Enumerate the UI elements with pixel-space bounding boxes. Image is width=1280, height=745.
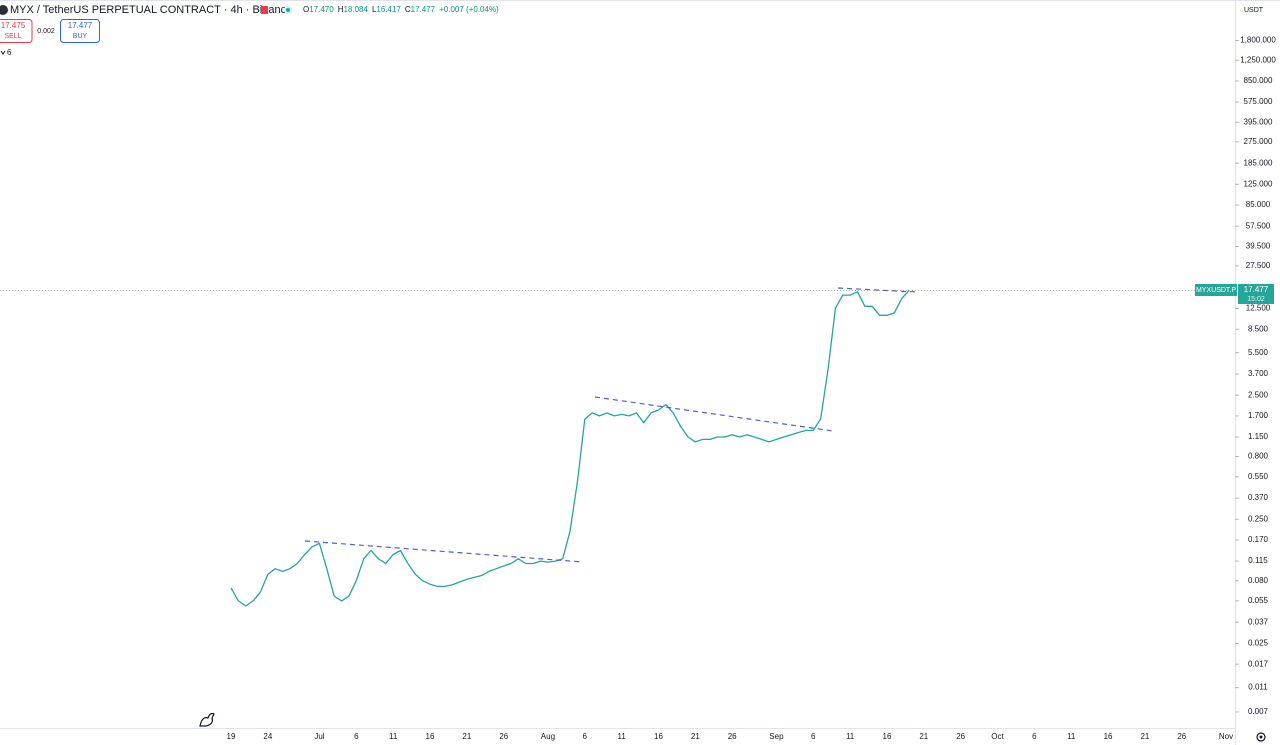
x-tick-label: 21 (691, 732, 700, 741)
y-tick-label: 0.025 (1248, 638, 1269, 647)
x-tick-label: 11 (846, 732, 855, 741)
y-tick-label: 185.000 (1244, 158, 1273, 167)
symbol-tag (1195, 284, 1237, 296)
y-tick-label: 0.011 (1248, 683, 1268, 692)
ohlc-label: O (303, 5, 309, 14)
y-tick-label: 395.000 (1244, 117, 1273, 126)
y-tick-label: 0.550 (1248, 472, 1269, 481)
ohlc-change: +0.007 (+0.04%) (439, 5, 499, 14)
x-tick-label: 11 (617, 732, 626, 741)
ohlc-value: 18.084 (343, 5, 368, 14)
trendline[interactable] (594, 396, 834, 432)
y-tick-label: 125.000 (1244, 179, 1273, 188)
buy-price: 17.477 (68, 21, 93, 30)
y-tick-label: 3.700 (1248, 369, 1269, 378)
y-tick-label: 27.500 (1246, 261, 1271, 270)
plot-area (0, 289, 1235, 607)
x-tick-label: 26 (499, 732, 508, 741)
indicators-toggle[interactable] (0, 50, 6, 55)
y-tick-label: 850.000 (1244, 76, 1273, 85)
x-tick-label: 6 (583, 732, 588, 741)
buy-button[interactable] (60, 19, 100, 43)
x-tick-label: 6 (354, 732, 359, 741)
price-tag-countdown: 15:02 (1247, 296, 1265, 303)
x-tick-label: 26 (1177, 732, 1186, 741)
x-tick-label: Sep (769, 732, 784, 741)
x-tick-label: Aug (541, 732, 555, 741)
sell-label: SELL (4, 33, 21, 40)
sell-button[interactable] (0, 19, 33, 43)
y-tick-label: 57.500 (1246, 221, 1271, 230)
y-tick-label: 5.500 (1248, 348, 1269, 357)
x-tick-label: 16 (654, 732, 663, 741)
buy-label: BUY (73, 33, 88, 40)
x-tick-label: 16 (1104, 732, 1113, 741)
price-tag (1238, 284, 1274, 304)
x-tick-label: 24 (263, 732, 272, 741)
settings-icon-core (1259, 735, 1263, 739)
trendline[interactable] (837, 287, 917, 293)
x-tick-label: 6 (811, 732, 816, 741)
y-tick-label: 0.800 (1248, 452, 1269, 461)
y-tick-label: 575.000 (1244, 97, 1273, 106)
x-tick-label: 26 (728, 732, 737, 741)
x-tick-label: Jul (314, 732, 324, 741)
y-tick-label: 85.000 (1246, 200, 1271, 209)
logo-icon[interactable] (199, 712, 215, 727)
price-tag-value: 17.477 (1244, 285, 1269, 294)
y-tick-label: 2.500 (1248, 390, 1269, 399)
y-tick-label: 0.017 (1248, 659, 1269, 668)
y-tick-label: 1,800.000 (1240, 36, 1276, 45)
y-tick-label: 0.170 (1248, 535, 1269, 544)
ohlc-label: L (372, 5, 377, 14)
x-tick-label: 16 (883, 732, 892, 741)
y-tick-label: 39.500 (1246, 242, 1271, 251)
y-tick-label: 0.007 (1248, 707, 1269, 716)
sell-price: 17.475 (1, 21, 26, 30)
currency[interactable]: USDT (1244, 7, 1264, 14)
y-tick-label: 12.500 (1246, 304, 1271, 313)
y-tick-label: 275.000 (1244, 137, 1273, 146)
status-dot (286, 8, 290, 12)
symbol-title[interactable]: MYX / TetherUS PERPETUAL CONTRACT · 4h ·… (10, 4, 292, 16)
x-tick-label: 11 (389, 732, 398, 741)
symbol-logo[interactable] (0, 5, 8, 15)
x-tick-label: 16 (426, 732, 435, 741)
y-tick-label: 1.150 (1248, 432, 1269, 441)
ohlc-label: H (338, 5, 344, 14)
y-tick-label: 0.055 (1248, 596, 1269, 605)
y-tick-label: 0.115 (1248, 556, 1268, 565)
y-tick-label: 0.370 (1248, 493, 1269, 502)
y-tick-label: 1,250.000 (1240, 55, 1276, 64)
x-tick-label: 21 (462, 732, 471, 741)
ohlc-values: O17.470 H18.084 L16.417 C17.477 +0.007 (+0.0… (303, 5, 499, 14)
x-tick-label: 21 (919, 732, 928, 741)
y-tick-label: 0.250 (1248, 514, 1269, 523)
spread: 0.002 (37, 28, 55, 35)
symbol-tag-text: MYXUSDT.P (1196, 287, 1236, 294)
x-tick-label: Nov (1219, 732, 1233, 741)
ohlc-label: C (405, 5, 411, 14)
flag-icon[interactable] (261, 6, 268, 14)
y-tick-label: 0.080 (1248, 576, 1269, 585)
y-tick-label: 1.700 (1248, 411, 1269, 420)
price-line (230, 289, 910, 607)
x-tick-label: 6 (1032, 732, 1037, 741)
indicator-count[interactable]: 6 (7, 48, 12, 57)
x-tick-label: 26 (956, 732, 965, 741)
y-tick-label: 8.500 (1248, 324, 1269, 333)
x-tick-label: Oct (991, 732, 1004, 741)
x-tick-label: 21 (1140, 732, 1149, 741)
y-tick-label: 0.037 (1248, 617, 1269, 626)
trendline[interactable] (304, 540, 584, 563)
x-tick-label: 19 (227, 732, 236, 741)
trendlines (304, 287, 917, 563)
settings-icon[interactable] (1256, 732, 1266, 742)
ohlc-value: 17.470 (309, 5, 334, 14)
ohlc-value: 17.477 (411, 5, 436, 14)
x-tick-label: 11 (1067, 732, 1076, 741)
ohlc-value: 16.417 (376, 5, 401, 14)
